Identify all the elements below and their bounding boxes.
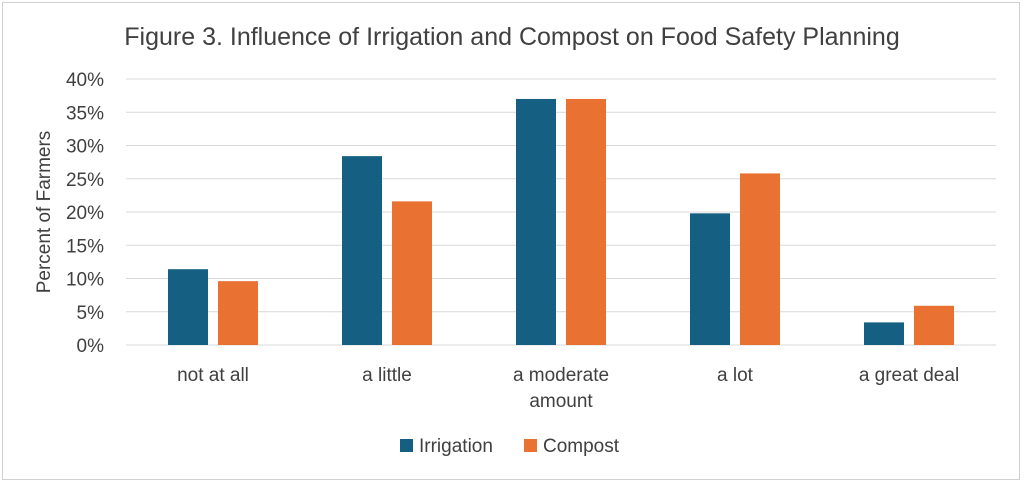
x-tick-label: a moderate [513, 365, 609, 386]
y-tick-label: 15% [66, 236, 104, 257]
x-tick-label: amount [529, 391, 593, 412]
legend: Irrigation Compost [400, 436, 620, 457]
y-axis-ticks: 0% 5% 10% 15% 20% 25% 30% 35% 40% [66, 70, 104, 357]
y-tick-label: 35% [66, 103, 104, 124]
bar-irrigation-3 [690, 213, 730, 345]
y-tick-label: 0% [77, 336, 105, 357]
bar-irrigation-0 [168, 269, 208, 345]
legend-label-compost: Compost [543, 436, 620, 457]
y-axis-label: Percent of Farmers [34, 131, 55, 294]
x-axis-ticks: not at all a little a moderate amount a lot a… [177, 365, 959, 412]
bar-irrigation-1 [342, 156, 382, 345]
y-tick-label: 10% [66, 270, 104, 291]
y-tick-label: 20% [66, 203, 104, 224]
legend-swatch-irrigation [400, 439, 413, 452]
y-tick-label: 40% [66, 70, 104, 91]
bar-compost-1 [392, 201, 432, 345]
bar-irrigation-4 [864, 322, 904, 345]
bars [168, 98, 954, 345]
bar-compost-4 [914, 305, 954, 345]
y-tick-label: 25% [66, 170, 104, 191]
chart-title: Figure 3. Influence of Irrigation and Co… [124, 23, 899, 51]
y-tick-label: 5% [77, 303, 105, 324]
legend-label-irrigation: Irrigation [419, 436, 493, 457]
bar-compost-0 [218, 281, 258, 345]
bar-irrigation-2 [516, 98, 556, 345]
x-tick-label: a little [362, 365, 412, 386]
x-tick-label: a great deal [859, 365, 959, 386]
bar-compost-2 [566, 98, 606, 345]
bar-compost-3 [740, 173, 780, 345]
legend-swatch-compost [524, 439, 537, 452]
y-tick-label: 30% [66, 137, 104, 158]
x-tick-label: a lot [717, 365, 754, 386]
x-tick-label: not at all [177, 365, 249, 386]
grid-lines [126, 78, 996, 346]
